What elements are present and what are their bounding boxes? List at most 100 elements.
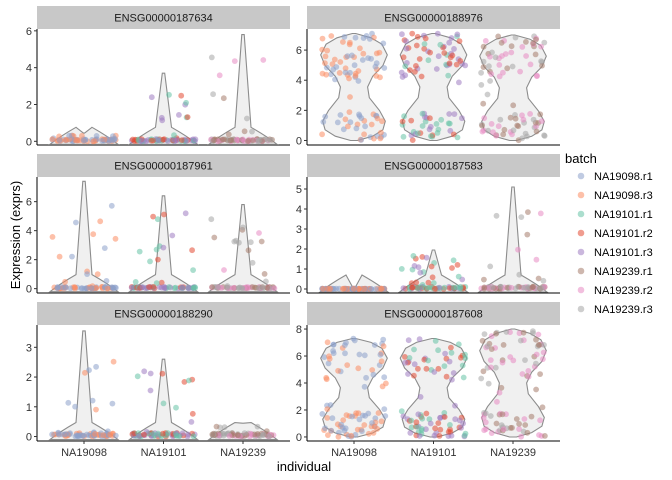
data-point [498, 39, 505, 46]
data-point [254, 431, 261, 437]
data-point [214, 284, 221, 290]
data-point [79, 132, 85, 139]
data-point [189, 410, 196, 417]
data-point [530, 116, 537, 123]
data-point [414, 423, 420, 430]
facet-strip [37, 302, 290, 325]
data-point [82, 369, 88, 376]
data-point [379, 118, 385, 125]
data-point [513, 416, 520, 422]
violin-shape [207, 204, 279, 293]
data-point [488, 71, 495, 77]
data-point [488, 364, 494, 371]
data-point [250, 137, 256, 144]
data-point [497, 116, 504, 123]
data-point [427, 49, 433, 56]
data-point [482, 419, 489, 426]
data-point [398, 408, 405, 415]
data-point [497, 284, 504, 290]
data-point [436, 433, 443, 439]
data-point [49, 234, 56, 240]
facet-panel: ENSG00000188976 0 2 4 6 [296, 6, 560, 147]
data-point [460, 374, 467, 381]
data-point [434, 30, 441, 37]
facet-panel: ENSG00000188290 0 1 2 3 NA19098 NA19101 NA19239 [26, 302, 290, 459]
data-point [447, 127, 454, 134]
data-point [493, 212, 500, 219]
y-tick-label: 3 [26, 342, 32, 354]
data-point [363, 33, 370, 39]
data-point [241, 128, 248, 135]
data-point [231, 58, 238, 64]
data-point [101, 245, 108, 252]
data-point [100, 432, 107, 438]
data-point [377, 351, 384, 358]
data-point [432, 338, 439, 344]
data-point [399, 118, 406, 125]
data-point [173, 432, 180, 439]
y-tick-label: 0 [296, 432, 302, 444]
data-point [356, 285, 363, 292]
data-point [260, 57, 267, 63]
data-point [406, 355, 413, 361]
legend-key [577, 229, 585, 237]
data-point [325, 432, 331, 438]
data-point [325, 360, 332, 367]
data-point [372, 286, 379, 292]
data-point [495, 33, 502, 40]
data-point [221, 267, 227, 273]
data-point [337, 112, 344, 118]
data-point [347, 119, 354, 126]
data-point [138, 138, 145, 144]
data-point [419, 123, 426, 129]
data-point [541, 132, 547, 139]
data-point [358, 137, 365, 143]
data-point [423, 410, 430, 417]
data-point [492, 54, 499, 61]
legend-key [577, 210, 585, 218]
y-tick-label: 6 [26, 197, 32, 209]
data-point [418, 426, 425, 432]
data-point [78, 285, 85, 292]
data-point [129, 136, 136, 143]
data-point [433, 66, 440, 72]
data-point [537, 210, 544, 217]
data-point [208, 216, 215, 223]
data-point [169, 232, 176, 239]
data-point [500, 342, 507, 348]
data-point [338, 421, 345, 428]
y-tick-label: 0 [296, 135, 302, 147]
data-point [166, 284, 172, 290]
data-point [109, 400, 116, 407]
data-point [128, 284, 135, 291]
data-point [495, 123, 502, 130]
data-point [405, 371, 411, 377]
data-point [533, 336, 539, 343]
data-point [517, 68, 523, 75]
data-point [353, 125, 360, 132]
data-point [178, 92, 185, 99]
y-tick-label: 1 [26, 402, 32, 414]
data-point [74, 433, 81, 439]
data-point [522, 422, 529, 428]
data-point [413, 279, 420, 286]
data-point [525, 373, 532, 380]
data-point [382, 413, 389, 419]
data-point [419, 254, 426, 260]
data-point [445, 72, 452, 79]
data-point [536, 432, 542, 438]
data-point [443, 373, 450, 380]
data-point [446, 60, 453, 67]
data-point [409, 137, 416, 144]
data-point [319, 46, 326, 53]
data-point [410, 253, 417, 259]
data-point [249, 128, 255, 135]
data-point [451, 46, 457, 52]
data-point [356, 416, 363, 423]
data-point [241, 430, 248, 436]
data-point [153, 246, 160, 253]
data-point [421, 41, 428, 47]
data-point [155, 430, 161, 437]
y-tick-label: 2 [296, 105, 302, 117]
data-point [417, 394, 424, 400]
